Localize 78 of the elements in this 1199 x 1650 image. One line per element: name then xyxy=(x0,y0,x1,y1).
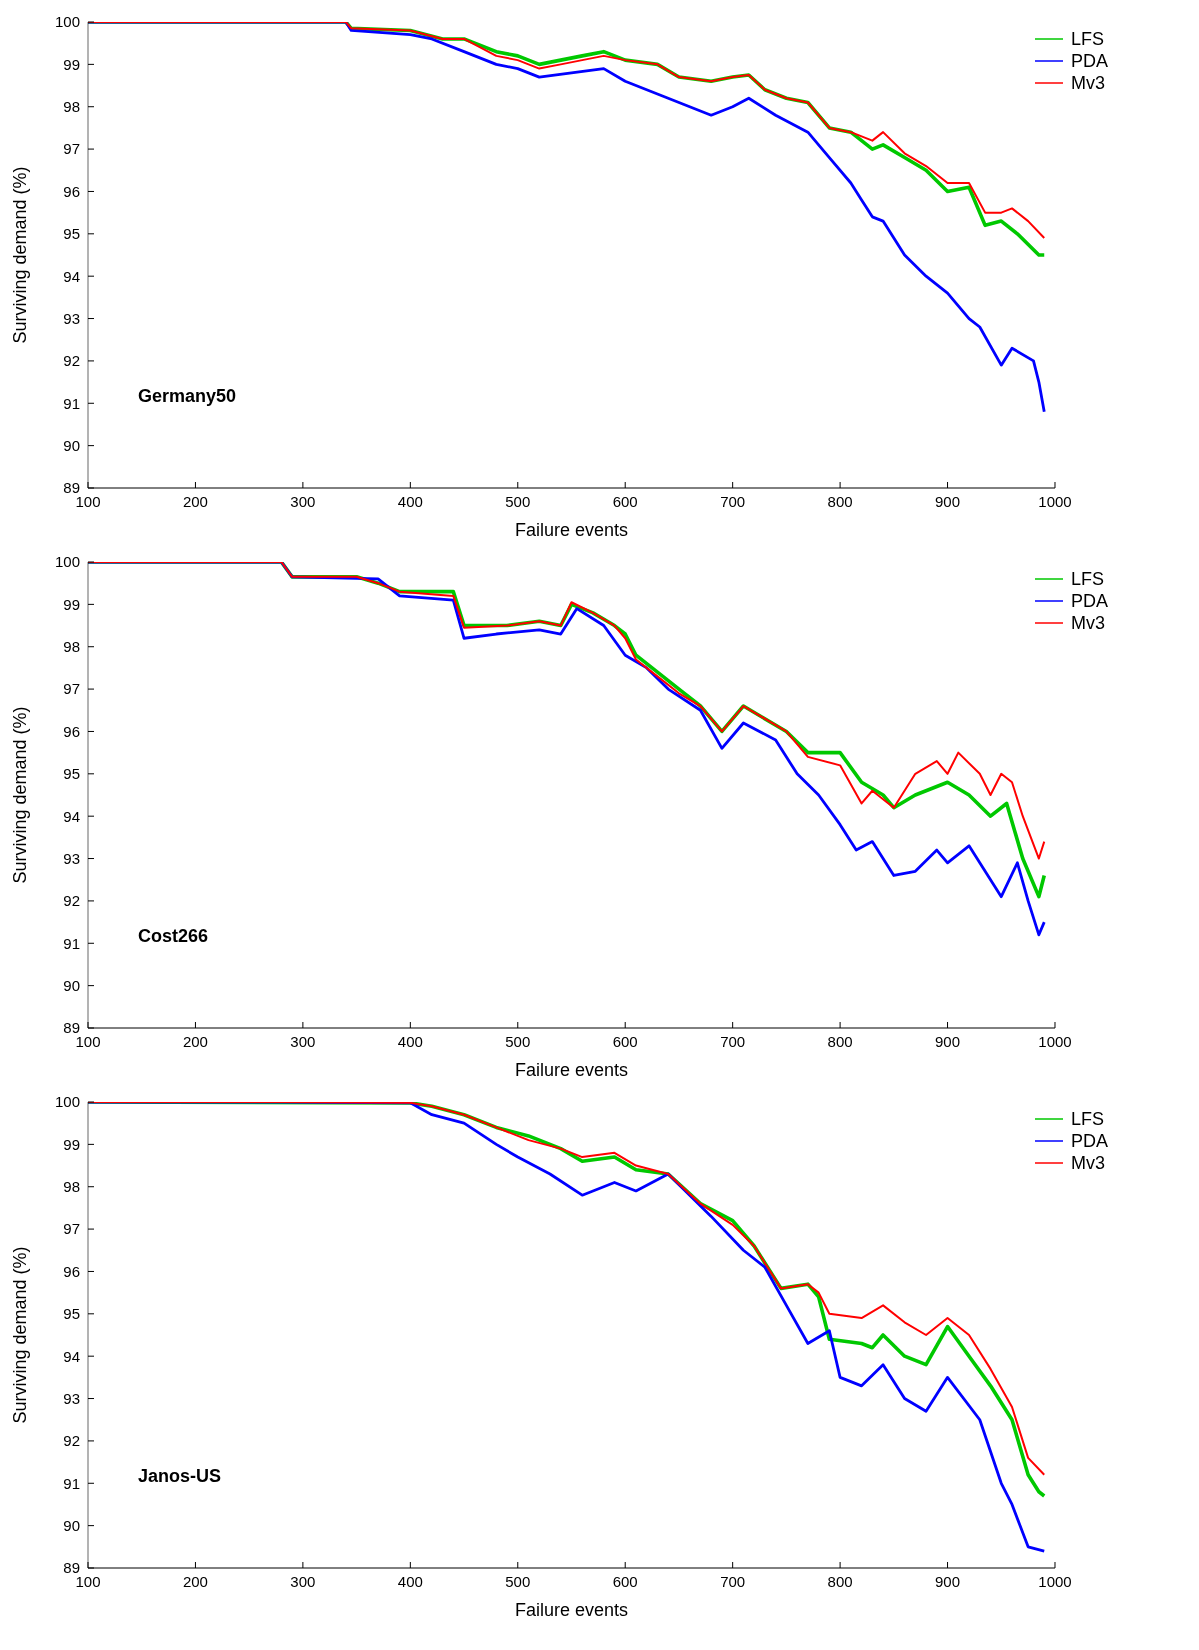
x-tick-label: 500 xyxy=(505,1572,531,1590)
x-tick-label: 200 xyxy=(182,1032,208,1050)
y-tick-label: 97 xyxy=(63,140,80,158)
legend-label: LFS xyxy=(1070,568,1104,590)
y-tick-label: 99 xyxy=(63,55,80,73)
y-tick-label: 93 xyxy=(63,309,80,327)
y-tick-label: 94 xyxy=(63,807,80,825)
y-tick-label: 94 xyxy=(63,1347,80,1365)
legend-label: Mv3 xyxy=(1070,612,1105,634)
y-axis-title: Surviving demand (%) xyxy=(10,166,31,344)
x-axis-title: Failure events xyxy=(514,520,629,540)
x-tick-label: 600 xyxy=(612,492,638,510)
x-tick-label: 500 xyxy=(505,1032,531,1050)
x-tick-label: 500 xyxy=(505,492,531,510)
y-tick-label: 96 xyxy=(63,1262,80,1280)
y-tick-label: 93 xyxy=(63,1389,80,1407)
legend-label: PDA xyxy=(1070,1130,1108,1152)
annotation: Germany50 xyxy=(138,386,237,407)
x-tick-label: 600 xyxy=(612,1572,638,1590)
y-tick-label: 98 xyxy=(63,638,80,656)
x-tick-label: 1000 xyxy=(1038,1572,1072,1590)
y-tick-label: 91 xyxy=(63,934,80,952)
legend-label: Mv3 xyxy=(1070,72,1105,94)
x-tick-label: 1000 xyxy=(1038,1032,1072,1050)
legend-label: PDA xyxy=(1070,50,1108,72)
y-tick-label: 95 xyxy=(63,225,80,243)
y-tick-label: 98 xyxy=(63,98,80,116)
y-tick-label: 99 xyxy=(63,1135,80,1153)
y-axis-title: Surviving demand (%) xyxy=(10,706,31,884)
y-tick-label: 95 xyxy=(63,1305,80,1323)
y-tick-label: 97 xyxy=(63,680,80,698)
x-tick-label: 700 xyxy=(720,1572,746,1590)
legend-label: Mv3 xyxy=(1070,1152,1105,1174)
y-axis-title: Surviving demand (%) xyxy=(10,1246,31,1424)
x-tick-label: 300 xyxy=(290,492,316,510)
x-tick-label: 800 xyxy=(827,492,853,510)
x-tick-label: 900 xyxy=(935,492,961,510)
x-tick-label: 200 xyxy=(182,492,208,510)
x-tick-label: 300 xyxy=(290,1572,316,1590)
y-tick-label: 92 xyxy=(63,892,80,910)
x-tick-label: 400 xyxy=(397,492,423,510)
y-tick-label: 90 xyxy=(63,976,80,994)
x-tick-label: 1000 xyxy=(1038,492,1072,510)
y-tick-label: 100 xyxy=(54,13,80,31)
y-tick-label: 99 xyxy=(63,595,80,613)
y-tick-label: 91 xyxy=(63,1474,80,1492)
y-tick-label: 96 xyxy=(63,722,80,740)
y-tick-label: 100 xyxy=(54,553,80,571)
y-tick-label: 93 xyxy=(63,849,80,867)
x-tick-label: 400 xyxy=(397,1572,423,1590)
x-tick-label: 800 xyxy=(827,1572,853,1590)
y-tick-label: 100 xyxy=(54,1093,80,1111)
y-tick-label: 91 xyxy=(63,394,80,412)
x-tick-label: 200 xyxy=(182,1572,208,1590)
x-tick-label: 800 xyxy=(827,1032,853,1050)
x-axis-title: Failure events xyxy=(514,1600,629,1620)
legend-label: LFS xyxy=(1070,1108,1104,1130)
x-tick-label: 700 xyxy=(720,492,746,510)
x-tick-label: 600 xyxy=(612,1032,638,1050)
x-tick-label: 300 xyxy=(290,1032,316,1050)
y-tick-label: 94 xyxy=(63,267,80,285)
x-axis-title: Failure events xyxy=(514,1060,629,1080)
annotation: Janos-US xyxy=(138,1466,222,1487)
annotation: Cost266 xyxy=(138,926,209,947)
y-tick-label: 92 xyxy=(63,1432,80,1450)
y-tick-label: 90 xyxy=(63,1516,80,1534)
y-tick-label: 95 xyxy=(63,765,80,783)
x-tick-label: 400 xyxy=(397,1032,423,1050)
y-tick-label: 96 xyxy=(63,182,80,200)
x-tick-label: 700 xyxy=(720,1032,746,1050)
x-tick-label: 900 xyxy=(935,1032,961,1050)
legend-label: LFS xyxy=(1070,28,1104,50)
y-tick-label: 90 xyxy=(63,436,80,454)
legend-label: PDA xyxy=(1070,590,1108,612)
x-tick-label: 900 xyxy=(935,1572,961,1590)
y-tick-label: 98 xyxy=(63,1178,80,1196)
y-tick-label: 92 xyxy=(63,352,80,370)
y-tick-label: 97 xyxy=(63,1220,80,1238)
